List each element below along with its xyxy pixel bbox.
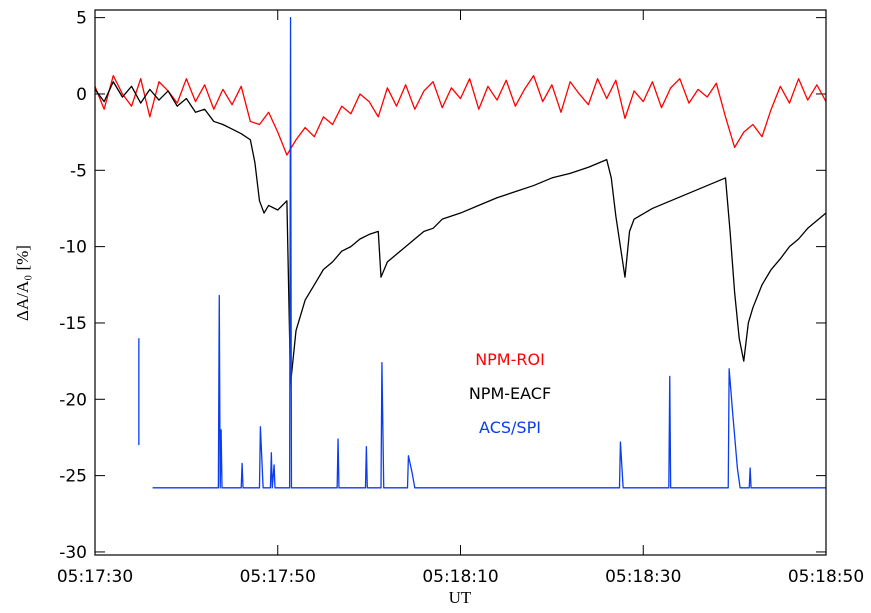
legend-entry: NPM-EACF: [469, 384, 551, 403]
y-tick-label: -15: [59, 314, 87, 334]
y-tick-label: -25: [59, 467, 87, 487]
data-line: [138, 16, 826, 489]
legend-entry: ACS/SPI: [479, 418, 541, 437]
data-line: [94, 74, 827, 156]
y-axis-label: ΔA/A₀ [%]: [13, 245, 32, 321]
y-tick-label: 5: [76, 9, 87, 29]
legend-entry: NPM-ROI: [475, 350, 545, 369]
x-tick-label: 05:17:50: [240, 567, 316, 587]
x-tick-label: 05:17:30: [57, 567, 133, 587]
y-tick-label: -10: [59, 238, 87, 258]
x-tick-label: 05:18:50: [788, 567, 864, 587]
y-tick-label: -30: [59, 543, 87, 563]
plot-frame: [94, 9, 827, 556]
y-tick-label: -20: [59, 390, 87, 410]
x-tick-label: 05:18:30: [605, 567, 681, 587]
y-tick-label: -5: [70, 161, 87, 181]
x-tick-label: 05:18:10: [422, 567, 498, 587]
data-line: [94, 81, 827, 385]
x-axis-label: UT: [449, 588, 472, 607]
y-tick-label: 0: [76, 85, 87, 105]
